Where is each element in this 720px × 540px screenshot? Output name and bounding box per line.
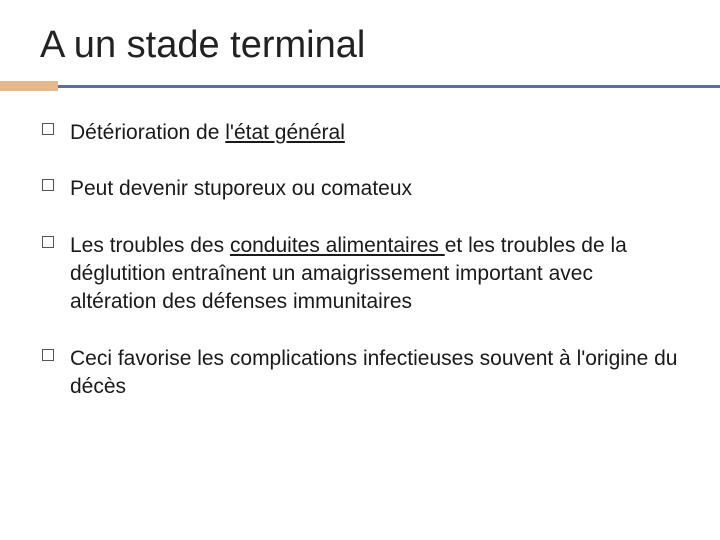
bullet-list: Détérioration de l'état général Peut dev…: [36, 119, 684, 401]
list-item-text: Les troubles des conduites alimentaires …: [70, 234, 627, 314]
accent-block: [0, 81, 58, 91]
list-item: Peut devenir stuporeux ou comateux: [42, 175, 684, 203]
list-item-text: Détérioration de l'état général: [70, 121, 345, 144]
page-title: A un stade terminal: [40, 24, 684, 67]
list-item: Détérioration de l'état général: [42, 119, 684, 147]
title-rule: [36, 81, 684, 91]
accent-line: [58, 85, 720, 88]
slide: A un stade terminal Détérioration de l'é…: [0, 0, 720, 540]
list-item-text: Ceci favorise les complications infectie…: [70, 347, 677, 398]
list-item-text: Peut devenir stuporeux ou comateux: [70, 177, 412, 200]
bullet-marker-icon: [42, 236, 54, 248]
list-item: Ceci favorise les complications infectie…: [42, 345, 684, 402]
bullet-marker-icon: [42, 349, 54, 361]
list-item: Les troubles des conduites alimentaires …: [42, 232, 684, 317]
bullet-marker-icon: [42, 179, 54, 191]
bullet-marker-icon: [42, 123, 54, 135]
